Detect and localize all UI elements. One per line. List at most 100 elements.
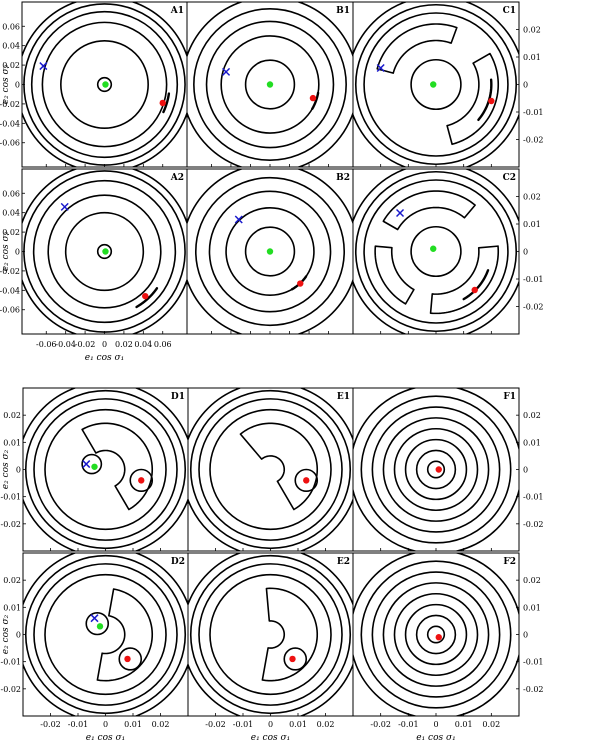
x-tick-label: 0.01 xyxy=(455,720,473,729)
contour-lines xyxy=(353,388,519,551)
saddle-point-cross xyxy=(234,215,243,224)
x-tick-label: 0 xyxy=(268,720,273,729)
y-axis-label: e₂ cos σ₂ xyxy=(1,231,11,271)
contour-ring-0 xyxy=(244,226,296,277)
panel-label: B2 xyxy=(336,173,350,183)
stable-point-red xyxy=(138,477,145,484)
y-tick-label: 0.01 xyxy=(3,438,21,447)
x-tick-label: 0.06 xyxy=(154,340,172,349)
contour-ring-1 xyxy=(363,12,509,157)
panel-frame xyxy=(352,552,520,717)
contour-ring-1 xyxy=(225,207,315,296)
y-tick-label: 0.01 xyxy=(523,438,541,447)
y-tick-label: -0.02 xyxy=(523,303,544,312)
stable-point-green xyxy=(91,463,98,470)
x-tick-label: -0.02 xyxy=(205,720,226,729)
panel-a2: A2 0.06 0.04 0.02 0 -0.02 -0.04 -0.06 e₂ cos σ₂ xyxy=(0,168,188,335)
panel-label: D1 xyxy=(171,392,185,402)
x-tick-label: -0.02 xyxy=(40,720,61,729)
x-tick-label: 0 xyxy=(102,340,107,349)
contour-ring-2 xyxy=(41,21,168,148)
contour-ring-4 xyxy=(382,582,490,687)
contour-ring-6 xyxy=(360,395,512,544)
saddle-point-cross xyxy=(376,63,385,73)
island-ring-0 xyxy=(85,611,110,636)
contour-ring-2 xyxy=(208,190,332,313)
saddle-point-cross xyxy=(90,614,99,623)
x-tick-label: -0.02 xyxy=(75,340,96,349)
y-tick-label: 0 xyxy=(15,248,20,257)
x-tick-label: 0.02 xyxy=(317,720,335,729)
resonance-lobe-1 xyxy=(376,23,458,74)
contour-ring-3 xyxy=(23,553,188,716)
saddle-point-cross xyxy=(222,67,231,76)
panel-label: F1 xyxy=(503,392,516,402)
panel-label: F2 xyxy=(503,557,516,567)
y-tick-label: 0.06 xyxy=(2,189,20,198)
contour-ring-1 xyxy=(33,398,178,541)
y-tick-label: -0.02 xyxy=(523,520,544,529)
contour-ring-0 xyxy=(209,408,332,531)
contour-ring-6 xyxy=(360,560,512,709)
y-tick-label: -0.06 xyxy=(0,306,20,315)
contour-ring-0 xyxy=(44,573,167,696)
x-tick-label: 0.01 xyxy=(124,720,142,729)
stable-point-red xyxy=(488,97,495,105)
panel-frame xyxy=(352,168,520,335)
contour-lines xyxy=(353,2,519,167)
island-ring-0 xyxy=(81,453,103,475)
x-axis-label: e₁ cos σ₁ xyxy=(251,733,291,741)
stable-point-red xyxy=(309,94,317,102)
y-tick-label: 0 xyxy=(523,81,528,90)
contour-ring-1 xyxy=(198,563,343,706)
contour-ring-1 xyxy=(363,179,509,324)
y-tick-label: 0.02 xyxy=(3,411,21,420)
y-tick-label: -0.02 xyxy=(0,520,21,529)
island-ring-1 xyxy=(129,468,154,493)
y-tick-label: 0.01 xyxy=(523,603,541,612)
contour-ring-3 xyxy=(393,427,479,512)
stable-point-red xyxy=(297,280,304,287)
y-tick-label: -0.06 xyxy=(0,139,20,148)
y-tick-label: 0.02 xyxy=(3,576,21,585)
x-tick-label: 0 xyxy=(433,720,438,729)
y-tick-label: 0.04 xyxy=(2,42,20,51)
contour-lines xyxy=(188,553,353,716)
x-tick-label: -0.01 xyxy=(68,720,89,729)
resonance-lobe-0 xyxy=(261,587,319,682)
panel-e2: E2 -0.02 -0.01 0 0.01 0.02 e₁ cos σ₁ xyxy=(187,552,354,741)
contour-ring-5 xyxy=(371,571,501,698)
contour-ring-3 xyxy=(393,592,479,677)
panel-f1: F1 0.02 0.01 0 -0.01 -0.02 xyxy=(352,387,544,552)
contour-lines xyxy=(23,553,188,716)
panel-frame xyxy=(22,387,189,552)
stable-point-red xyxy=(142,292,149,300)
panel-label: D2 xyxy=(171,557,185,567)
contour-ring-1 xyxy=(33,563,178,706)
stable-point-red xyxy=(435,634,442,641)
contour-ring-3 xyxy=(23,388,188,551)
stable-point-green xyxy=(102,248,109,255)
contour-ring-0 xyxy=(44,408,167,531)
y-tick-label: -0.01 xyxy=(523,658,544,667)
y-axis-label: e₂ cos σ₂ xyxy=(1,614,11,654)
contour-ring-0 xyxy=(96,243,113,260)
x-tick-label: -0.04 xyxy=(55,340,76,349)
stable-point-green xyxy=(102,81,109,88)
y-tick-label: 0 xyxy=(15,81,20,90)
y-tick-label: 0 xyxy=(523,248,528,257)
contour-lines xyxy=(23,388,188,551)
contour-ring-5 xyxy=(371,406,501,533)
y-tick-label: -0.02 xyxy=(0,100,20,109)
panel-label: A1 xyxy=(170,6,184,16)
y-tick-label: -0.02 xyxy=(523,136,544,145)
contour-ring-2 xyxy=(47,194,162,309)
contour-lines xyxy=(353,553,519,716)
contour-lines xyxy=(187,2,353,167)
panel-b1: B1 xyxy=(186,1,354,168)
panel-d1: D1 0.02 0.01 0 -0.01 -0.02 e₂ cos σ₂ xyxy=(0,387,189,552)
x-tick-label: 0.02 xyxy=(482,720,500,729)
resonance-lobe-0 xyxy=(239,422,319,511)
contour-ring-2 xyxy=(24,554,187,715)
panel-c1: C1 0.02 0.01 0 -0.01 -0.02 xyxy=(352,1,544,168)
